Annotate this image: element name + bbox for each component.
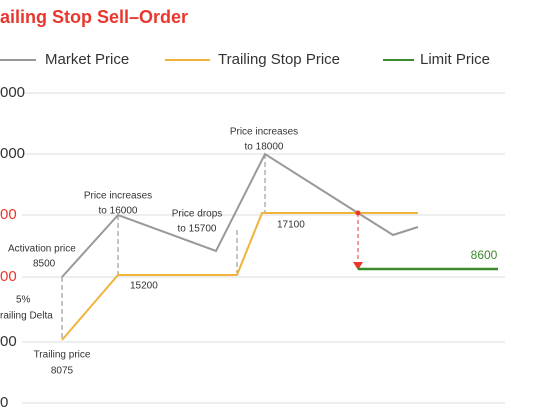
axis-label: 000 — [0, 84, 25, 101]
annotation: Price drops — [172, 209, 223, 220]
market-price-line — [61, 152, 419, 278]
annotation: to 16000 — [99, 206, 138, 217]
grid — [22, 92, 505, 404]
axis-label: 00 — [0, 206, 17, 223]
title: ailing Stop Sell–Order — [0, 7, 188, 27]
limit-label: 8600 — [471, 248, 498, 262]
axis-label: 0 — [0, 394, 8, 411]
axis-label: 00 — [0, 268, 17, 285]
trigger-dot — [355, 210, 361, 216]
annotation: 8075 — [51, 366, 74, 377]
guides — [61, 154, 363, 340]
annotation: 17100 — [277, 220, 305, 231]
legend: Market Price Trailing Stop Price Limit P… — [0, 51, 490, 68]
annotation: 8500 — [33, 259, 56, 270]
trigger-arrow — [353, 262, 363, 270]
legend-label: Limit Price — [420, 51, 490, 68]
annotation: 15200 — [130, 281, 158, 292]
annotation: to 15700 — [178, 224, 217, 235]
annotation: Trailing price — [34, 350, 91, 361]
axis-label: 000 — [0, 145, 25, 162]
annotation: to 18000 — [245, 142, 284, 153]
legend-label: Market Price — [45, 51, 129, 68]
annotations: Activation price 8500 Price increases to… — [0, 127, 498, 377]
trailing-stop-line — [61, 212, 418, 341]
annotation: railing Delta — [0, 311, 53, 322]
annotation: 5% — [16, 295, 31, 306]
axis-label: 00 — [0, 333, 17, 350]
legend-label: Trailing Stop Price — [218, 51, 340, 68]
annotation: Price increases — [84, 191, 152, 202]
annotation: Price increases — [230, 127, 298, 138]
annotation: Activation price — [8, 244, 76, 255]
